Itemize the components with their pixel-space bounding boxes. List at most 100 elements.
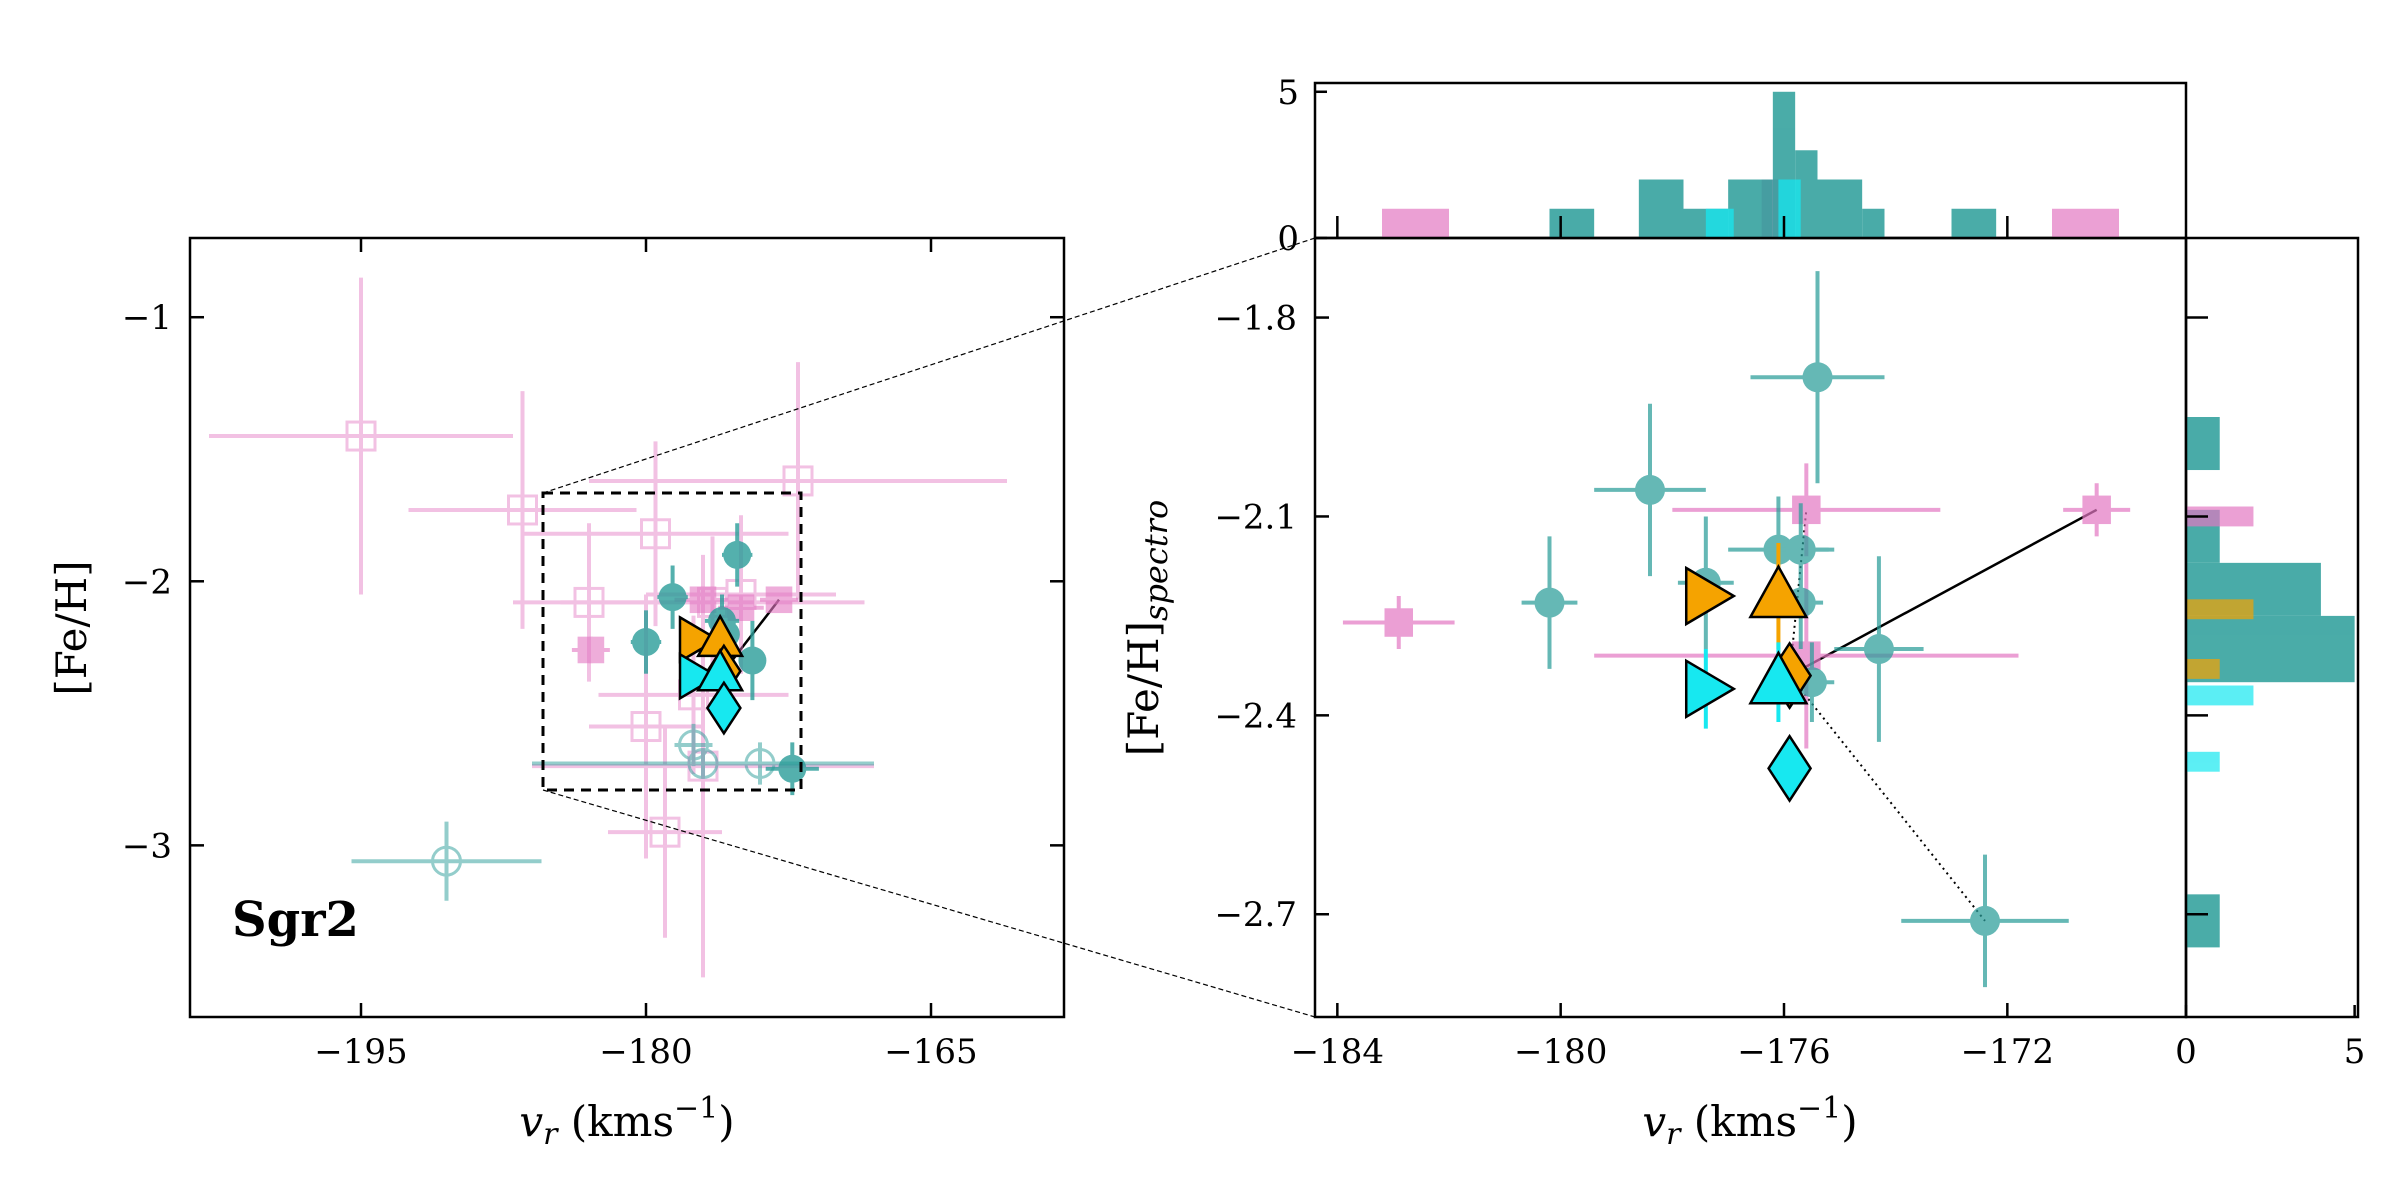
data-point	[1901, 854, 2069, 988]
data-point	[1748, 542, 1809, 650]
hist-series-teal	[1549, 91, 1997, 238]
data-point	[1521, 536, 1578, 669]
y-tick-label: −2.7	[1214, 895, 1297, 935]
open-square-marker	[649, 816, 681, 848]
x-tick-label: −172	[1961, 1032, 2054, 1072]
square-marker	[1384, 608, 1413, 637]
open-square-marker	[640, 518, 671, 550]
square-marker	[689, 586, 717, 614]
data-point	[522, 441, 789, 627]
hist-series-cyan	[2186, 685, 2254, 772]
histogram-bar	[1705, 208, 1734, 238]
triangle-right-marker	[1684, 565, 1737, 627]
x-tick-label: −165	[884, 1032, 977, 1072]
zoom-connector-top	[542, 237, 1316, 494]
zoom-box	[541, 491, 803, 792]
data-point	[1767, 733, 1813, 803]
data-point	[1342, 596, 1455, 650]
open-circle-marker	[678, 729, 709, 761]
top-histogram: 05	[1277, 73, 2188, 259]
y-tick-label: −1	[122, 298, 172, 338]
right-y-axis-label: [Fe/H]spectro	[1119, 500, 1175, 756]
circle-marker	[658, 583, 687, 612]
data-point	[1684, 565, 1737, 627]
series-cyan-markers	[1684, 642, 1813, 803]
histogram-bar	[1862, 208, 1885, 238]
connector-line-2	[1788, 674, 1986, 922]
data-point	[532, 747, 874, 779]
data-point	[760, 586, 798, 614]
circle-marker	[1970, 905, 2000, 936]
histogram-bar	[2052, 208, 2119, 238]
data-point	[630, 610, 662, 674]
hist-series-orange	[2186, 599, 2254, 679]
histogram-bar	[1638, 179, 1684, 238]
histogram-bar	[2186, 685, 2254, 706]
right-ticks: −184 −180 −176 −172 −2.7 −2.4 −2.1 −1.8	[1214, 299, 2054, 1072]
data-point	[2063, 483, 2131, 537]
data-point	[571, 636, 610, 664]
data-point	[209, 277, 513, 595]
left-x-axis-label: vr (kms−1)	[519, 1091, 734, 1152]
histogram-bar	[2186, 599, 2254, 620]
left-y-axis-label: [Fe/H]	[47, 560, 96, 695]
y-tick-label: 5	[1277, 73, 1299, 113]
circle-marker	[632, 628, 660, 657]
x-tick-label: −184	[1291, 1032, 1384, 1072]
triangle-up-marker	[1748, 650, 1809, 705]
histogram-bar	[1817, 179, 1863, 238]
x-tick-label: −195	[314, 1032, 407, 1072]
data-point	[1834, 556, 1924, 742]
series-pink-open-squares	[209, 277, 1007, 978]
square-marker	[577, 636, 605, 664]
data-point	[738, 620, 767, 701]
open-square-marker	[630, 711, 662, 743]
zoom-connector-bottom	[542, 789, 1316, 1018]
data-point	[1594, 403, 1706, 577]
circle-marker	[738, 646, 767, 675]
histogram-bar	[1549, 208, 1595, 238]
data-point	[657, 565, 688, 629]
x-tick-label: −180	[1514, 1032, 1607, 1072]
circle-marker	[1635, 474, 1665, 505]
square-marker	[1792, 495, 1821, 525]
x-tick-label: −180	[599, 1032, 692, 1072]
right-axes-frame	[1313, 236, 2188, 1019]
open-circle-marker	[431, 845, 462, 877]
open-circle-marker	[687, 747, 719, 779]
histogram-bar	[2186, 658, 2220, 679]
top-histogram-bars	[1382, 91, 2119, 238]
y-tick-label: −2	[122, 562, 172, 602]
histogram-bar	[1728, 179, 1773, 238]
circle-marker	[1785, 534, 1816, 565]
y-tick-label: −2.1	[1214, 497, 1297, 537]
circle-marker	[1863, 634, 1894, 665]
histogram-bar	[2186, 506, 2254, 527]
open-square-marker	[345, 420, 377, 452]
series-teal-circles	[1521, 271, 2069, 988]
triangle-right-marker	[678, 615, 720, 664]
data-point	[722, 523, 753, 587]
left-panel-label: Sgr2	[232, 892, 359, 948]
hist-series-teal	[2186, 417, 2355, 948]
y-tick-label: −2.4	[1214, 696, 1297, 736]
open-square-marker	[573, 586, 605, 618]
diamond-marker	[1767, 733, 1813, 803]
x-tick-label: −176	[1737, 1032, 1830, 1072]
series-pink-squares	[1342, 463, 2131, 749]
data-point	[1750, 271, 1885, 484]
right-x-axis-label: vr (kms−1)	[1642, 1091, 1857, 1152]
square-marker	[2082, 495, 2111, 525]
y-tick-label: −3	[122, 826, 172, 866]
data-point	[705, 680, 742, 736]
open-circle-marker	[744, 747, 776, 779]
right-plot-area	[1342, 271, 2131, 988]
data-point	[1684, 649, 1737, 729]
data-point	[674, 723, 713, 767]
histogram-bar	[2186, 751, 2220, 772]
data-point	[737, 742, 783, 785]
left-ticks: −195 −180 −165 −3 −2 −1	[122, 238, 1064, 1072]
diamond-marker	[705, 680, 742, 736]
